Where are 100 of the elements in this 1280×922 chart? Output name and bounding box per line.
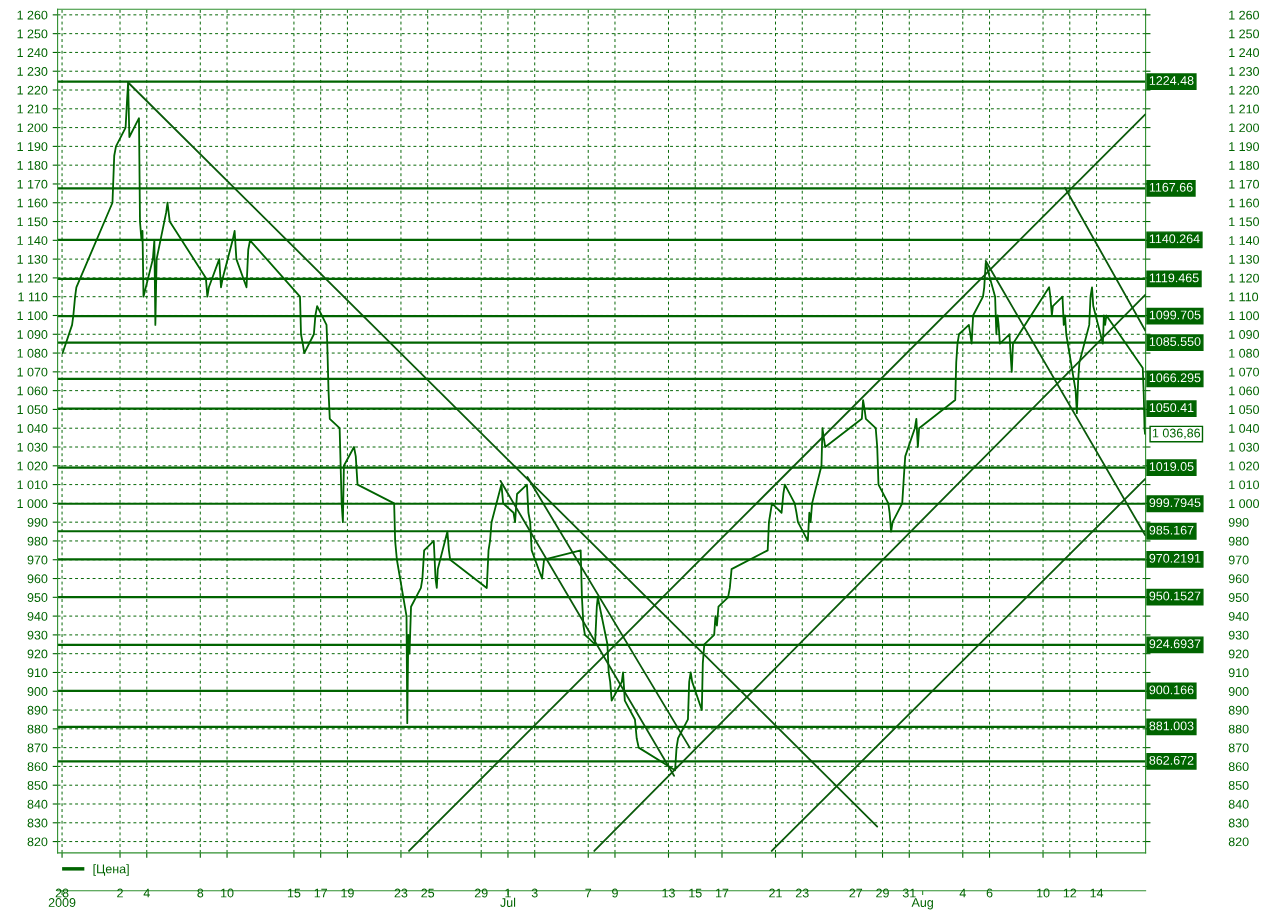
ref-line-label: 1085.550: [1149, 337, 1201, 346]
y-tick-label: 860: [1228, 762, 1249, 772]
y2-tick-label: 1 010: [17, 480, 48, 490]
y2-tick-label: 940: [27, 611, 48, 621]
x-tick-label: 12: [1063, 888, 1077, 898]
y2-tick-label: 1 050: [17, 405, 48, 415]
y2-tick-label: 920: [27, 649, 48, 659]
y2-tick-label: 980: [27, 536, 48, 546]
y-tick-label: 1 190: [1229, 142, 1260, 152]
ref-line-label: 950.1527: [1149, 591, 1201, 601]
y-tick-label: 880: [1228, 724, 1249, 734]
y2-tick-label: 1 070: [17, 367, 48, 377]
x-tick-label: 29: [474, 888, 488, 898]
y2-tick-label: 1 110: [18, 292, 48, 302]
x-tick-label: 3: [531, 888, 538, 898]
ref-line-label: 1140.264: [1149, 234, 1200, 244]
y-tick-label: 940: [1228, 611, 1249, 621]
x-tick-label: 28: [55, 888, 69, 898]
x-tick-label: 4: [143, 888, 150, 898]
y2-tick-label: 1 120: [17, 273, 48, 283]
ref-line-label: 1167.66: [1149, 182, 1193, 192]
y-tick-label: 1 160: [1229, 198, 1260, 208]
ref-line-label: 900.166: [1149, 685, 1194, 695]
legend-label: [Цена]: [93, 864, 129, 876]
ref-line-label: 881.003: [1149, 721, 1194, 731]
x-tick-label: 13: [662, 888, 675, 898]
y2-tick-label: 1 080: [17, 348, 48, 358]
ref-line-label: 1119.465: [1149, 273, 1199, 283]
y-tick-label: 900: [1228, 687, 1249, 696]
y2-tick-label: 1 100: [17, 311, 48, 321]
y2-tick-label: 1 170: [17, 179, 48, 189]
y2-tick-label: 1 240: [17, 48, 48, 58]
annotation: 1 036,86: [1152, 428, 1201, 439]
y-tick-label: 1 090: [1229, 330, 1260, 339]
x-tick-label: 23: [795, 888, 809, 898]
y-tick-label: 1 130: [1229, 254, 1260, 264]
y2-tick-label: 1 020: [17, 461, 48, 471]
y-tick-label: 1 010: [1229, 480, 1260, 490]
y2-tick-label: 840: [27, 799, 48, 809]
y2-tick-label: 1 140: [17, 236, 48, 245]
x-tick-label: 14: [1090, 888, 1104, 898]
y-tick-label: 870: [1228, 743, 1249, 753]
y2-tick-label: 1 160: [17, 198, 48, 208]
y-tick-label: 1 120: [1229, 273, 1260, 283]
y-tick-label: 1 110: [1229, 292, 1259, 302]
y2-tick-label: 1 130: [17, 254, 48, 264]
x-tick-label: 19: [341, 888, 354, 898]
x-tick-label: 7: [585, 888, 592, 898]
x-tick-label: 15: [287, 888, 301, 898]
y2-tick-label: 930: [27, 630, 48, 640]
ref-line-label: 1066.295: [1149, 373, 1201, 383]
y2-tick-label: 910: [27, 668, 48, 678]
y-tick-label: 1 200: [1229, 123, 1260, 133]
y-tick-label: 920: [1228, 649, 1249, 659]
y2-tick-label: 990: [27, 517, 48, 527]
y-tick-label: 1 040: [1229, 424, 1260, 433]
y-tick-label: 850: [1228, 781, 1249, 790]
y2-tick-label: 1 220: [17, 85, 48, 95]
y-tick-label: 1 060: [1229, 386, 1260, 396]
x-tick-label: 8: [197, 888, 204, 898]
x-tick-label: 17: [314, 888, 328, 898]
y2-tick-label: 1 040: [17, 424, 48, 433]
y2-tick-label: 850: [27, 781, 48, 790]
ref-line-label: 1050.41: [1149, 403, 1194, 413]
ref-line-label: 999.7945: [1149, 498, 1201, 508]
y-tick-label: 1 020: [1229, 461, 1260, 471]
y-tick-label: 1 100: [1229, 311, 1260, 321]
y-tick-label: 1 080: [1229, 348, 1260, 358]
x-tick-label: 23: [394, 888, 408, 898]
y2-tick-label: 1 260: [17, 10, 48, 20]
y2-tick-label: 1 250: [17, 29, 48, 39]
y2-tick-label: 1 090: [17, 330, 48, 339]
x2-tick-label: 2009: [48, 898, 76, 907]
y-tick-label: 1 170: [1229, 179, 1260, 189]
x-tick-label: 21: [769, 888, 782, 898]
x-tick-label: 29: [876, 888, 889, 898]
y-tick-label: 950: [1228, 593, 1249, 602]
y-tick-label: 970: [1228, 555, 1249, 565]
x-tick-label: 27: [849, 888, 863, 898]
y-tick-label: 1 210: [1229, 104, 1260, 114]
y-tick-label: 1 050: [1229, 405, 1260, 415]
ref-line-label: 1019.05: [1149, 462, 1194, 471]
y2-tick-label: 1 150: [17, 217, 48, 227]
y2-tick-label: 870: [27, 743, 48, 753]
y-tick-label: 1 230: [1229, 67, 1260, 76]
y-tick-label: 1 000: [1229, 499, 1260, 509]
y2-tick-label: 1 210: [17, 104, 48, 114]
ref-line-label: 1099.705: [1149, 310, 1201, 320]
y-tick-label: 1 150: [1229, 217, 1260, 227]
ref-line-label: 1224.48: [1149, 76, 1194, 85]
x-tick-label: 10: [221, 888, 234, 898]
y2-tick-label: 1 000: [17, 499, 48, 509]
y-tick-label: 1 260: [1229, 10, 1260, 20]
y2-tick-label: 950: [27, 593, 48, 602]
y-tick-label: 910: [1228, 668, 1249, 678]
x-tick-label: 31: [902, 888, 916, 898]
y2-tick-label: 820: [27, 837, 48, 847]
y2-tick-label: 1 030: [17, 442, 48, 452]
y-tick-label: 930: [1228, 630, 1249, 640]
x-tick-label: 15: [689, 888, 702, 898]
